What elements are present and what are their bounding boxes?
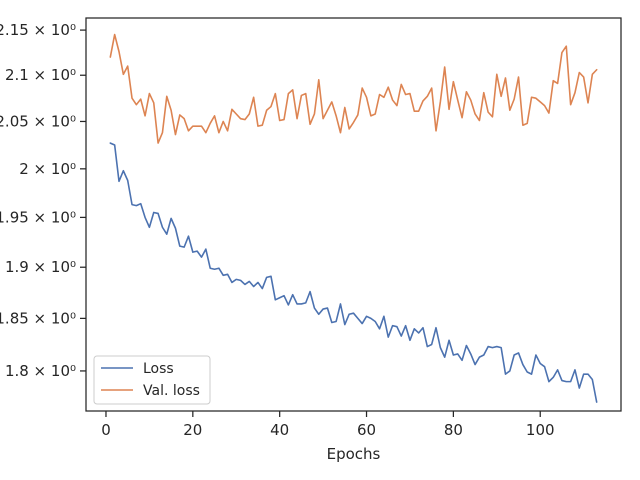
y-tick-label: 2.05 × 10⁰ bbox=[0, 112, 76, 130]
series-line-val-loss bbox=[109, 33, 598, 144]
x-axis: 0 20 40 60 80 100 bbox=[101, 411, 555, 439]
x-axis-label: Epochs bbox=[327, 445, 381, 463]
legend-label-val-loss: Val. loss bbox=[143, 383, 200, 399]
x-tick-label: 0 bbox=[101, 421, 111, 439]
y-tick-label: 2.15 × 10⁰ bbox=[0, 21, 76, 39]
y-tick-label: 2.1 × 10⁰ bbox=[5, 66, 76, 84]
legend: Loss Val. loss bbox=[93, 355, 211, 405]
plot-frame bbox=[85, 17, 622, 412]
x-tick-label: 80 bbox=[444, 421, 463, 439]
x-tick-label: 100 bbox=[526, 421, 555, 439]
plot-area bbox=[109, 33, 598, 403]
y-tick-label: 1.9 × 10⁰ bbox=[5, 258, 76, 276]
legend-label-loss: Loss bbox=[143, 361, 174, 377]
series-line-loss bbox=[109, 142, 598, 403]
x-tick-label: 20 bbox=[183, 421, 202, 439]
y-tick-label: 1.95 × 10⁰ bbox=[0, 208, 76, 226]
x-tick-label: 60 bbox=[357, 421, 376, 439]
y-tick-label: 1.85 × 10⁰ bbox=[0, 309, 76, 327]
x-tick-label: 40 bbox=[270, 421, 289, 439]
y-axis: 1.8 × 10⁰ 1.85 × 10⁰ 1.9 × 10⁰ 1.95 × 10⁰ 2 … bbox=[0, 21, 86, 380]
y-tick-label: 1.8 × 10⁰ bbox=[5, 362, 76, 380]
y-tick-label: 2 × 10⁰ bbox=[19, 160, 76, 178]
